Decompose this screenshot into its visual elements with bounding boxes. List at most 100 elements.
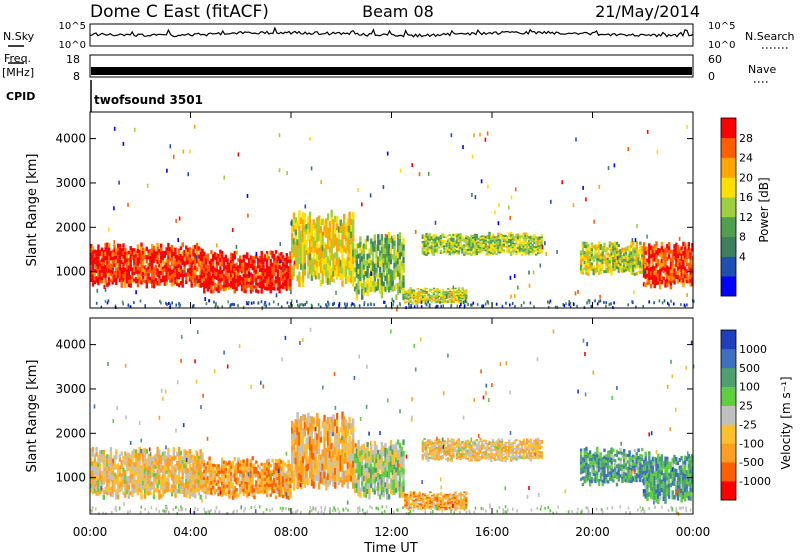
velocity-cell	[388, 494, 390, 499]
power-cell	[235, 251, 237, 255]
power-cell	[417, 297, 419, 299]
power-point	[335, 291, 337, 295]
power-cell	[465, 292, 467, 293]
power-cell	[273, 283, 275, 287]
power-ground-point	[273, 300, 275, 303]
power-cell	[183, 267, 185, 270]
power-cell	[210, 250, 212, 254]
power-cell	[304, 263, 306, 269]
power-point	[556, 250, 558, 254]
power-cell	[508, 249, 510, 251]
power-cell	[130, 263, 132, 267]
power-point	[315, 275, 317, 279]
power-cell	[458, 253, 460, 255]
power-ground-point	[523, 301, 525, 304]
power-cell	[541, 242, 543, 244]
power-cell	[180, 266, 182, 270]
power-ground-point	[473, 302, 475, 305]
velocity-cell	[203, 460, 205, 463]
velocity-cell	[167, 477, 169, 482]
velocity-cell	[352, 433, 354, 440]
velocity-cell	[139, 460, 141, 465]
power-ground-point	[385, 305, 387, 308]
power-ground-point	[327, 301, 329, 304]
power-cell	[427, 294, 429, 295]
power-cell	[327, 214, 329, 221]
velocity-cell	[243, 459, 245, 463]
power-cell	[273, 287, 275, 291]
velocity-cell	[266, 493, 268, 497]
power-ground-point	[568, 303, 570, 306]
power-cell	[503, 237, 505, 239]
power-cell	[409, 300, 411, 302]
power-ground-point	[600, 299, 602, 302]
velocity-cell	[117, 495, 119, 500]
power-ground-point	[306, 301, 308, 304]
power-cell	[277, 273, 279, 277]
velocity-cell	[334, 482, 336, 489]
power-point	[97, 289, 99, 293]
power-cell	[465, 295, 467, 296]
power-ground-point	[171, 301, 173, 304]
power-cell	[304, 213, 306, 219]
power-cell	[582, 248, 584, 251]
power-point	[446, 243, 448, 247]
power-cell	[462, 289, 464, 291]
power-point	[187, 172, 189, 176]
power-point	[238, 153, 240, 157]
power-cell	[121, 284, 123, 288]
power-cell	[532, 244, 534, 246]
power-point	[608, 166, 610, 170]
power-cell	[185, 280, 187, 284]
power-cell	[97, 244, 99, 248]
power-point	[533, 270, 535, 274]
power-ground-point	[662, 301, 664, 304]
power-cell	[296, 263, 298, 269]
power-point	[585, 197, 587, 201]
power-ytick-label: 2000	[55, 220, 86, 234]
power-point	[173, 155, 175, 159]
power-point	[400, 169, 402, 173]
velocity-cell	[246, 458, 248, 462]
power-cell	[104, 278, 106, 282]
power-point	[195, 280, 197, 284]
power-cell	[659, 285, 661, 289]
velocity-cell	[225, 468, 227, 472]
power-point	[419, 172, 421, 176]
power-cell	[262, 264, 264, 267]
power-cell	[443, 240, 445, 242]
power-point	[266, 254, 268, 258]
power-ground-point	[530, 302, 532, 305]
power-cell	[591, 242, 593, 245]
velocity-cell	[368, 494, 370, 499]
velocity-cell	[366, 442, 368, 447]
power-cell	[515, 253, 517, 255]
power-point	[494, 210, 496, 214]
power-ground-point	[465, 299, 467, 302]
velocity-cell	[386, 488, 388, 494]
power-ground-point	[684, 304, 686, 307]
power-ground-point	[464, 304, 466, 307]
power-point	[593, 220, 595, 224]
power-cell	[182, 279, 184, 284]
power-cell	[684, 243, 686, 247]
velocity-cell	[402, 480, 404, 486]
power-ground-point	[397, 305, 399, 308]
velocity-cell	[320, 437, 322, 443]
velocity-cell	[271, 459, 273, 463]
velocity-cell	[402, 463, 404, 469]
power-point	[371, 272, 373, 276]
power-cell	[580, 262, 582, 265]
power-point	[498, 203, 500, 207]
nsearch-label: N.Search	[745, 30, 795, 43]
power-cell	[673, 281, 675, 285]
power-ground-point	[265, 304, 267, 307]
power-point	[527, 242, 529, 246]
power-cell	[253, 263, 255, 266]
power-point	[479, 133, 481, 137]
power-ground-point	[303, 304, 305, 307]
power-cell	[459, 241, 461, 243]
power-ground-point	[233, 303, 235, 306]
power-ground-point	[610, 302, 612, 305]
